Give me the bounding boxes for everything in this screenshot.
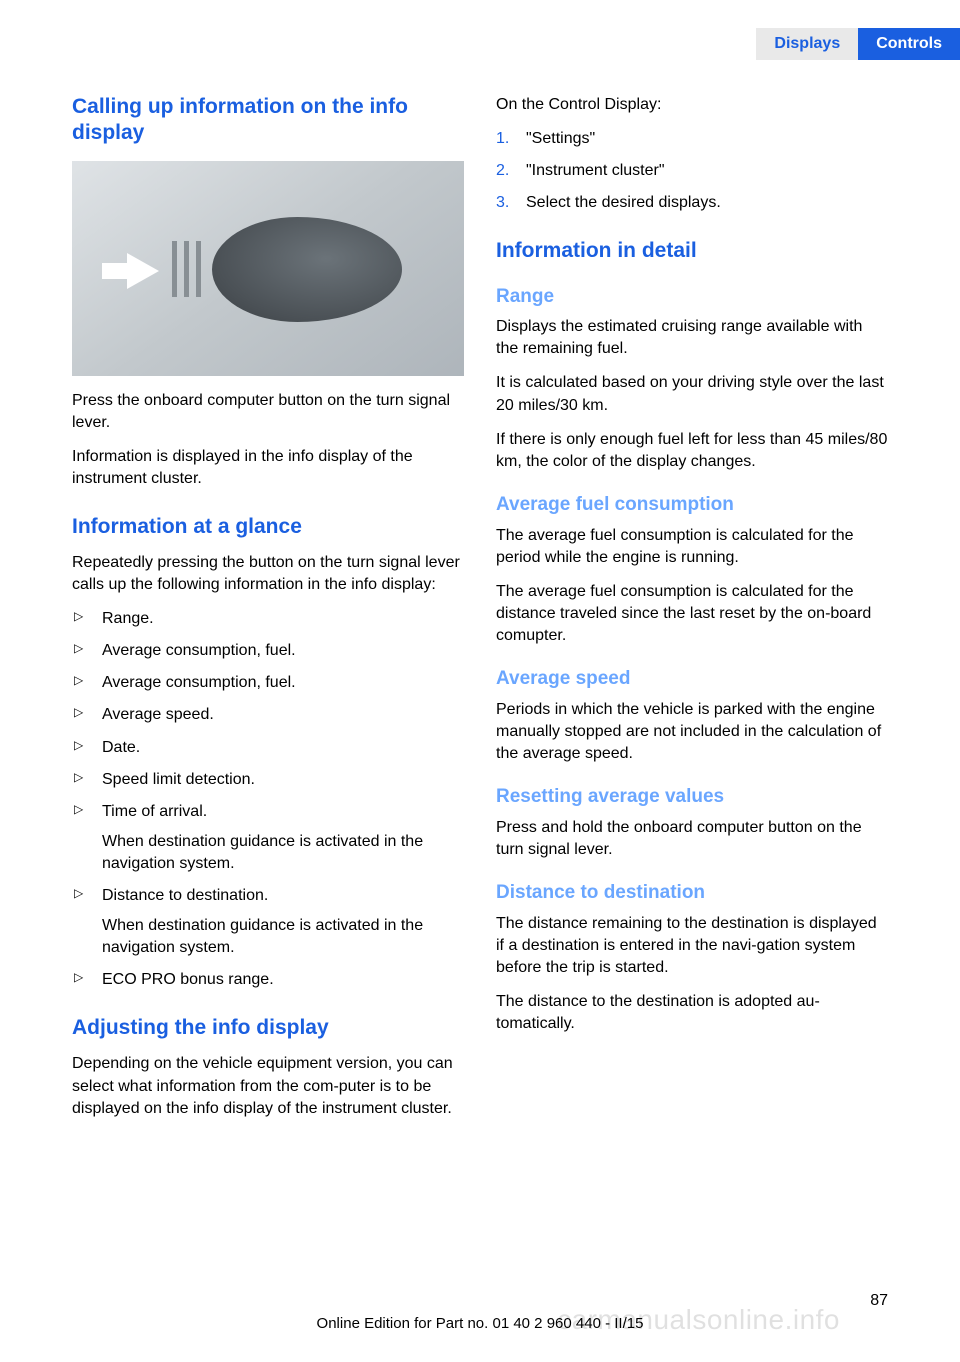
list-item: 2. "Instrument cluster" [496,160,888,182]
para: On the Control Display: [496,94,888,116]
list-item: ECO PRO bonus range. [72,969,464,991]
page-content: Calling up information on the info displ… [72,94,888,1282]
para: Repeatedly pressing the button on the tu… [72,552,464,596]
para: The distance remaining to the destinatio… [496,913,888,979]
step-text: "Settings" [526,130,595,147]
right-column: On the Control Display: 1. "Settings" 2. "… [496,94,888,1282]
list-item: Date. [72,737,464,759]
list-item: Range. [72,608,464,630]
info-list: ECO PRO bonus range. [72,969,464,991]
para: If there is only enough fuel left for le… [496,429,888,473]
heading-reset: Resetting average values [496,785,888,809]
edition-line: Online Edition for Part no. 01 40 2 960 … [0,1315,960,1332]
tab-displays: Displays [756,28,858,60]
list-item: Average consumption, fuel. [72,672,464,694]
list-item: Time of arrival. [72,801,464,823]
left-column: Calling up information on the info displ… [72,94,464,1282]
para: The distance to the destination is adopt… [496,991,888,1035]
para: Periods in which the vehicle is parked w… [496,699,888,765]
list-item: Distance to destination. [72,885,464,907]
step-text: Select the desired displays. [526,194,721,211]
info-list: Distance to destination. [72,885,464,907]
heading-adjusting: Adjusting the info display [72,1015,464,1041]
heading-calling-up: Calling up information on the info displ… [72,94,464,147]
header-tabs: Displays Controls [756,28,960,60]
info-list: Range. Average consumption, fuel. Averag… [72,608,464,823]
step-text: "Instrument cluster" [526,162,665,179]
figure-turn-signal-lever [72,161,464,376]
para: The average fuel consumption is calculat… [496,581,888,647]
para: It is calculated based on your driving s… [496,372,888,416]
heading-avg-fuel: Average fuel consumption [496,493,888,517]
step-number: 2. [496,160,509,182]
list-item: Average consumption, fuel. [72,640,464,662]
para: Information is displayed in the info dis… [72,446,464,490]
list-item: 3. Select the desired displays. [496,192,888,214]
step-number: 3. [496,192,509,214]
steps-list: 1. "Settings" 2. "Instrument cluster" 3. Se… [496,128,888,214]
para: Press the onboard computer button on the… [72,390,464,434]
heading-info-detail: Information in detail [496,238,888,264]
list-item: 1. "Settings" [496,128,888,150]
list-item: Average speed. [72,704,464,726]
heading-range: Range [496,285,888,309]
heading-avg-speed: Average speed [496,667,888,691]
list-subtext: When destination guidance is activated i… [72,831,464,875]
tab-controls: Controls [858,28,960,60]
heading-distance: Distance to destination [496,881,888,905]
page-number: 87 [870,1292,888,1310]
step-number: 1. [496,128,509,150]
heading-info-glance: Information at a glance [72,514,464,540]
para: Press and hold the onboard computer butt… [496,817,888,861]
list-item: Speed limit detection. [72,769,464,791]
para: Depending on the vehicle equipment versi… [72,1053,464,1119]
para: Displays the estimated cruising range av… [496,316,888,360]
list-subtext: When destination guidance is activated i… [72,915,464,959]
para: The average fuel consumption is calculat… [496,525,888,569]
